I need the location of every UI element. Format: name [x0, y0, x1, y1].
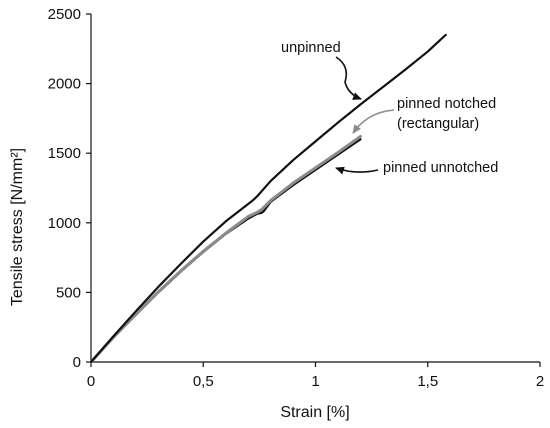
- y-tick-label: 1000: [48, 215, 81, 232]
- x-tick-label: 1,5: [417, 373, 438, 390]
- annotation-arrow-unpinned: [335, 56, 362, 100]
- annotation-pinned-notched-line1: pinned notched: [397, 96, 496, 112]
- y-tick-label: 2500: [48, 6, 81, 23]
- series-line-unpinned: [89, 33, 447, 364]
- x-tick-label: 0,5: [193, 373, 214, 390]
- annotation-arrow-pinned-unnotched: [335, 166, 379, 175]
- annotation-unpinned: unpinned: [281, 40, 341, 56]
- y-tick-label: 2000: [48, 76, 81, 93]
- y-tick-label: 0: [73, 354, 81, 371]
- x-tick-label: 0: [87, 373, 95, 390]
- x-tick-label: 2: [536, 373, 544, 390]
- series-group: [89, 33, 447, 364]
- y-tick-label: 1500: [48, 145, 81, 162]
- x-tick-label: 1: [311, 373, 319, 390]
- y-tick-label: 500: [56, 284, 81, 301]
- series-line-pinned-notched-rectangular: [89, 135, 362, 364]
- annotation-arrow-pinned-notched: [352, 109, 395, 134]
- annotation-pinned-notched-line2: (rectangular): [397, 116, 479, 132]
- axes: 0 500 1000 1500 2000 2500 0 0,5 1 1,5 2: [48, 6, 545, 390]
- annotation-pinned-unnotched: pinned unnotched: [383, 160, 498, 176]
- y-axis-title: Tensile stress [N/mm²]: [9, 148, 26, 306]
- x-axis-title: Strain [%]: [280, 404, 349, 421]
- series-line-pinned-unnotched: [89, 138, 362, 364]
